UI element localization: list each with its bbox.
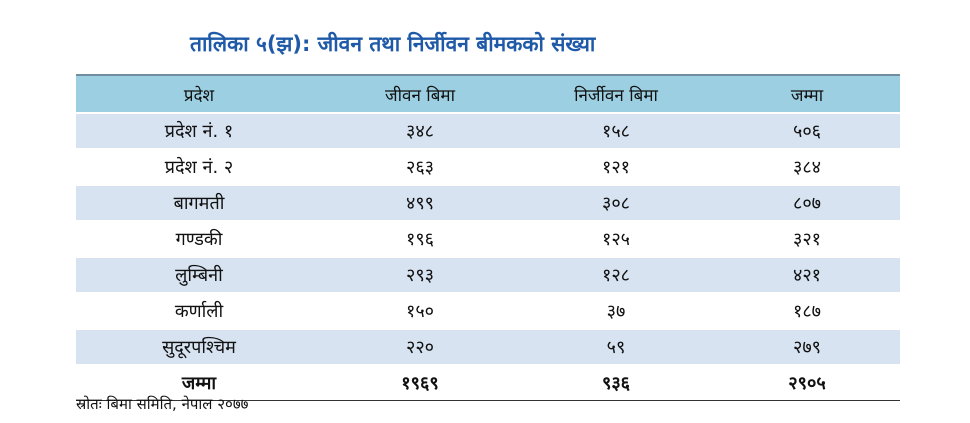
total-cell: ५०६ (714, 112, 900, 149)
province-cell: प्रदेश नं. २ (76, 148, 322, 185)
total-cell: ३२१ (714, 220, 900, 257)
total-row: जम्मा १९६९ ९३६ २९०५ (76, 364, 900, 401)
total-cell: ८०७ (714, 184, 900, 221)
province-cell: लुम्बिनी (76, 256, 322, 293)
table-row: प्रदेश नं. २ २६३ १२१ ३८४ (76, 148, 900, 185)
province-cell: सुदूरपश्चिम (76, 328, 322, 365)
life-cell: २९३ (322, 256, 518, 293)
non-life-cell: १२५ (518, 220, 714, 257)
total-life-cell: १९६९ (322, 364, 518, 401)
life-cell: २२० (322, 328, 518, 365)
total-cell: ४२१ (714, 256, 900, 293)
province-cell: बागमती (76, 184, 322, 221)
non-life-cell: ५९ (518, 328, 714, 365)
header-row: प्रदेश जीवन बिमा निर्जीवन बिमा जम्मा (76, 75, 900, 113)
total-label-cell: जम्मा (76, 364, 322, 401)
province-cell: गण्डकी (76, 220, 322, 257)
non-life-cell: ३०८ (518, 184, 714, 221)
grand-total-cell: २९०५ (714, 364, 900, 401)
total-cell: २७९ (714, 328, 900, 365)
header-total: जम्मा (790, 85, 824, 106)
header-non-life-insurance: निर्जीवन बिमा (574, 85, 658, 106)
life-cell: ४९९ (322, 184, 518, 221)
table-row: बागमती ४९९ ३०८ ८०७ (76, 184, 900, 221)
insurer-count-table: प्रदेश जीवन बिमा निर्जीवन बिमा जम्मा प्र… (76, 74, 900, 401)
life-cell: १९६ (322, 220, 518, 257)
table-title: तालिका ५(झ): जीवन तथा निर्जीवन बीमकको सं… (190, 32, 596, 56)
province-cell: कर्णाली (76, 292, 322, 329)
table-row: सुदूरपश्चिम २२० ५९ २७९ (76, 328, 900, 365)
non-life-cell: ३७ (518, 292, 714, 329)
table-row: लुम्बिनी २९३ १२८ ४२१ (76, 256, 900, 293)
province-cell: प्रदेश नं. १ (76, 112, 322, 149)
life-cell: २६३ (322, 148, 518, 185)
total-non-life-cell: ९३६ (518, 364, 714, 401)
table-row: कर्णाली १५० ३७ १८७ (76, 292, 900, 329)
non-life-cell: १५८ (518, 112, 714, 149)
header-province: प्रदेश (183, 85, 215, 106)
life-cell: १५० (322, 292, 518, 329)
table-row: गण्डकी १९६ १२५ ३२१ (76, 220, 900, 257)
total-cell: १८७ (714, 292, 900, 329)
non-life-cell: १२१ (518, 148, 714, 185)
header-life-insurance: जीवन बिमा (385, 85, 455, 106)
table-row: प्रदेश नं. १ ३४८ १५८ ५०६ (76, 112, 900, 149)
total-cell: ३८४ (714, 148, 900, 185)
non-life-cell: १२८ (518, 256, 714, 293)
life-cell: ३४८ (322, 112, 518, 149)
source-note: स्रोतः बिमा समिति, नेपाल २०७७ (76, 395, 249, 413)
